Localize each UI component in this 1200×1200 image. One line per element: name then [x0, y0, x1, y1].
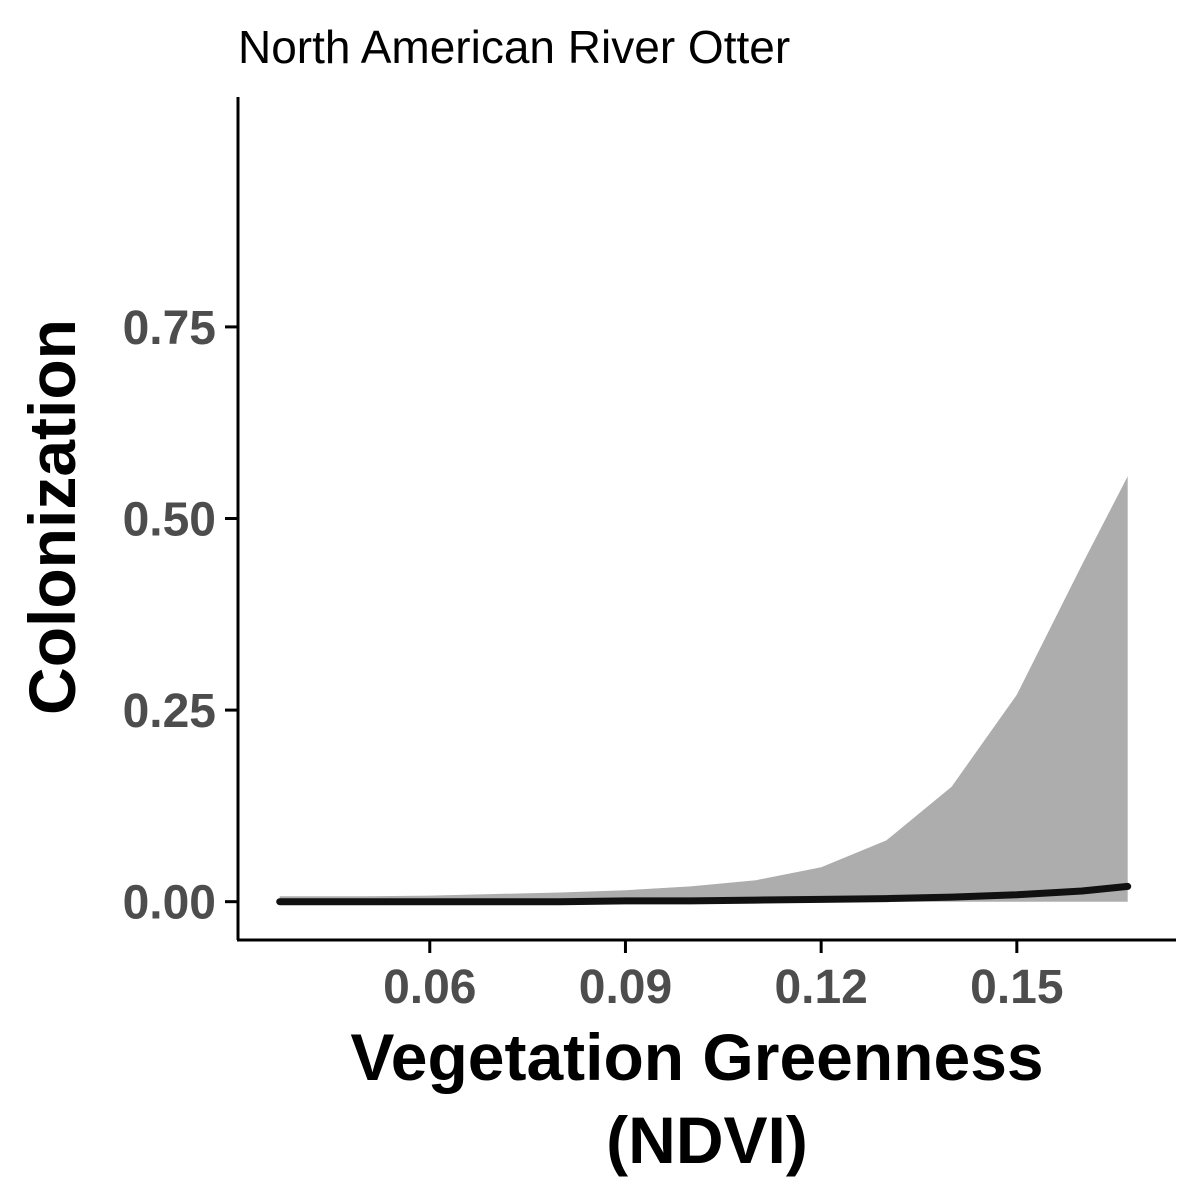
- x-tick-label-2: 0.12: [774, 961, 867, 1014]
- y-tick-label-3: 0.75: [123, 302, 216, 355]
- plot-area: [276, 476, 1132, 906]
- y-tick-label-2: 0.50: [123, 494, 216, 547]
- y-tick-label-1: 0.25: [123, 685, 216, 738]
- x-tick-label-1: 0.09: [579, 961, 672, 1014]
- x-tick-label-3: 0.15: [970, 961, 1063, 1014]
- y-axis-ticks: 0.00 0.25 0.50 0.75: [123, 302, 238, 930]
- chart-title: North American River Otter: [238, 21, 790, 73]
- y-tick-label-0: 0.00: [123, 877, 216, 930]
- x-tick-label-0: 0.06: [383, 961, 476, 1014]
- x-axis-title-line-2: (NDVI): [606, 1103, 808, 1177]
- x-axis-ticks: 0.06 0.09 0.12 0.15: [383, 940, 1064, 1014]
- y-axis-title: Colonization: [15, 319, 89, 715]
- series-line-0: [276, 882, 1132, 906]
- x-axis-title-line-1: Vegetation Greenness: [350, 1020, 1043, 1094]
- confidence-ribbon-0: [279, 476, 1128, 902]
